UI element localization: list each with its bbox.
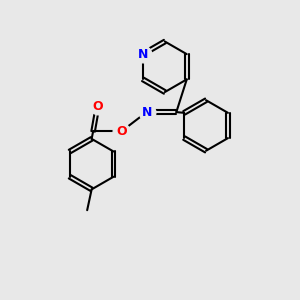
Text: O: O (92, 100, 103, 113)
Text: N: N (138, 48, 148, 61)
Text: O: O (116, 125, 127, 138)
Text: N: N (141, 106, 152, 118)
